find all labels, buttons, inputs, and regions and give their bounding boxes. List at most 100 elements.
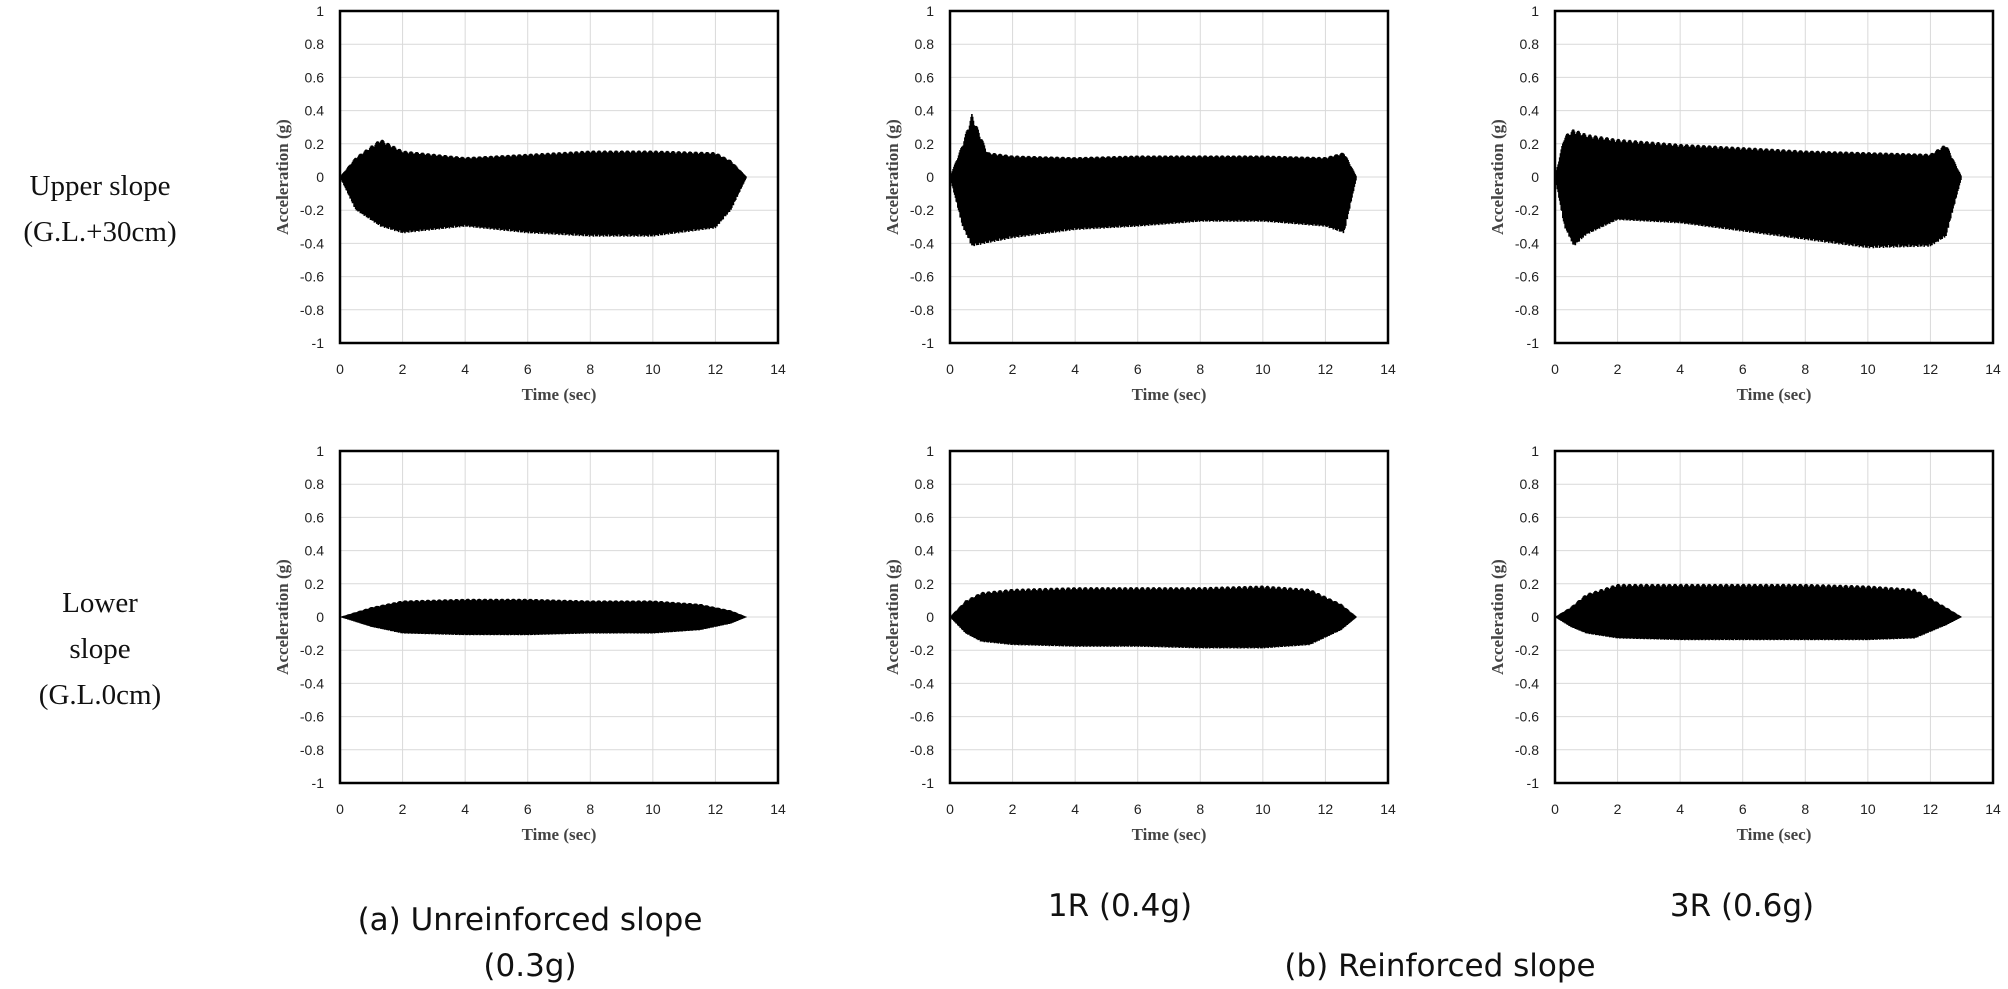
x-tick-label: 4 xyxy=(461,361,469,377)
x-axis-title: Time (sec) xyxy=(522,825,597,844)
y-tick-label: -0.8 xyxy=(300,742,324,758)
x-tick-label: 14 xyxy=(1380,801,1396,817)
y-tick-label: 0.6 xyxy=(1520,509,1540,525)
y-tick-label: 0 xyxy=(1531,609,1539,625)
x-tick-label: 4 xyxy=(1676,361,1684,377)
y-axis-title: Acceleration (g) xyxy=(273,119,292,235)
chart-panel-upper-1r: 1 0.8 0.6 0.4 0.2 0 -0.2 -0.4 -0.6 -0.8 -1 0 2 4 6 8 10 1… xyxy=(883,3,1396,404)
y-tick-label: 0.2 xyxy=(915,576,935,592)
x-tick-label: 0 xyxy=(946,801,954,817)
acceleration-envelope xyxy=(340,601,747,633)
x-tick-label: 10 xyxy=(1860,801,1876,817)
row-label-upper-slope: Upper slope (G.L.+30cm) xyxy=(0,163,200,255)
y-tick-label: -1 xyxy=(312,775,325,791)
caption-unreinforced: (a) Unreinforced slope (0.3g) xyxy=(330,897,730,989)
row-label-line: slope xyxy=(69,633,131,665)
x-axis-title: Time (sec) xyxy=(1132,385,1207,404)
caption-3r: 3R (0.6g) xyxy=(1642,883,1842,929)
y-tick-label: 1 xyxy=(316,443,324,459)
x-tick-label: 6 xyxy=(524,801,532,817)
y-tick-label: 0 xyxy=(1531,169,1539,185)
plot-frame xyxy=(948,9,1390,345)
x-tick-label: 8 xyxy=(1801,361,1809,377)
y-tick-label: 0.4 xyxy=(915,543,935,559)
x-tick-label: 6 xyxy=(524,361,532,377)
y-tick-label: -0.2 xyxy=(910,202,934,218)
y-tick-label: -0.8 xyxy=(300,302,324,318)
y-tick-label: 0.6 xyxy=(305,69,325,85)
y-tick-label: -0.2 xyxy=(300,642,324,658)
y-tick-label: 0.2 xyxy=(1520,576,1540,592)
x-tick-label: 12 xyxy=(1318,801,1334,817)
y-tick-label: -0.2 xyxy=(300,202,324,218)
x-tick-label: 4 xyxy=(1071,361,1079,377)
x-tick-label: 2 xyxy=(1009,361,1017,377)
chart-panel-upper-3r: 1 0.8 0.6 0.4 0.2 0 -0.2 -0.4 -0.6 -0.8 -1 0 2 4 6 8 10 1… xyxy=(1488,3,2001,404)
plot-frame xyxy=(948,449,1390,785)
x-tick-label: 14 xyxy=(1985,801,2001,817)
y-tick-label: 0.4 xyxy=(305,103,325,119)
y-tick-label: -0.4 xyxy=(300,675,324,691)
y-tick-label: -0.6 xyxy=(910,709,934,725)
x-axis-title: Time (sec) xyxy=(1737,825,1812,844)
row-label-line: Lower xyxy=(62,587,138,619)
y-tick-label: 0.8 xyxy=(915,36,935,52)
y-tick-label: -0.6 xyxy=(300,709,324,725)
x-tick-label: 14 xyxy=(1380,361,1396,377)
y-tick-label: 0.2 xyxy=(305,576,325,592)
y-tick-label: 0.8 xyxy=(915,476,935,492)
caption-line: 3R (0.6g) xyxy=(1669,888,1815,924)
y-tick-label: -0.6 xyxy=(300,269,324,285)
y-tick-label: 0.2 xyxy=(1520,136,1540,152)
y-tick-label: 1 xyxy=(1531,3,1539,19)
x-tick-label: 12 xyxy=(1318,361,1334,377)
y-tick-label: 1 xyxy=(926,443,934,459)
x-tick-label: 8 xyxy=(586,801,594,817)
y-tick-label: 0 xyxy=(926,609,934,625)
x-tick-label: 12 xyxy=(708,801,724,817)
x-tick-label: 2 xyxy=(399,801,407,817)
acceleration-envelope xyxy=(1555,136,1962,238)
y-tick-label: -1 xyxy=(1527,775,1540,791)
x-tick-label: 0 xyxy=(1551,361,1559,377)
y-tick-label: 0.6 xyxy=(915,69,935,85)
x-tick-label: 6 xyxy=(1134,361,1142,377)
y-tick-label: 0.4 xyxy=(1520,103,1540,119)
acceleration-envelope xyxy=(1555,588,1962,637)
x-tick-label: 8 xyxy=(1801,801,1809,817)
y-tick-label: -0.4 xyxy=(1515,675,1539,691)
y-tick-label: -0.2 xyxy=(910,642,934,658)
y-tick-label: -0.4 xyxy=(1515,235,1539,251)
y-tick-label: -1 xyxy=(312,335,325,351)
row-label-line: (G.L.0cm) xyxy=(38,679,162,711)
y-tick-label: -0.8 xyxy=(910,302,934,318)
y-tick-label: -0.4 xyxy=(300,235,324,251)
y-tick-label: -0.4 xyxy=(910,235,934,251)
x-tick-label: 4 xyxy=(461,801,469,817)
y-tick-label: 0 xyxy=(926,169,934,185)
y-tick-label: -0.2 xyxy=(1515,202,1539,218)
y-tick-label: -0.8 xyxy=(910,742,934,758)
y-tick-label: -1 xyxy=(1527,335,1540,351)
y-axis-title: Acceleration (g) xyxy=(1488,119,1507,235)
x-tick-label: 10 xyxy=(645,361,661,377)
y-axis-title: Acceleration (g) xyxy=(1488,559,1507,675)
acceleration-envelope xyxy=(950,123,1357,237)
x-tick-label: 14 xyxy=(770,801,786,817)
y-tick-label: -0.6 xyxy=(1515,269,1539,285)
caption-reinforced: (b) Reinforced slope xyxy=(1240,943,1640,989)
y-tick-label: -1 xyxy=(922,775,935,791)
caption-1r: 1R (0.4g) xyxy=(1020,883,1220,929)
plot-frame xyxy=(338,9,780,345)
x-tick-label: 6 xyxy=(1739,361,1747,377)
x-tick-label: 8 xyxy=(586,361,594,377)
y-tick-label: -0.8 xyxy=(1515,742,1539,758)
caption-line: (0.3g) xyxy=(483,948,577,984)
y-tick-label: -0.6 xyxy=(910,269,934,285)
chart-panel-lower-1r: 1 0.8 0.6 0.4 0.2 0 -0.2 -0.4 -0.6 -0.8 -1 0 2 4 6 8 10 1… xyxy=(883,443,1396,844)
y-tick-label: -1 xyxy=(922,335,935,351)
y-tick-label: 0.8 xyxy=(1520,36,1540,52)
x-tick-label: 2 xyxy=(1009,801,1017,817)
x-tick-label: 14 xyxy=(1985,361,2001,377)
